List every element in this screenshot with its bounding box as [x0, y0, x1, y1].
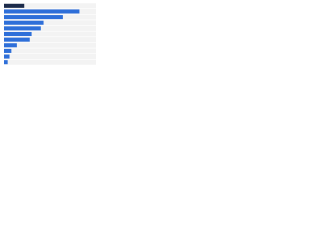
- bar: [4, 60, 8, 65]
- row-band: [4, 31, 96, 37]
- bar: [4, 54, 10, 59]
- bar: [4, 9, 80, 14]
- bar: [4, 31, 32, 37]
- row-band: [4, 37, 96, 43]
- row-band: [4, 3, 96, 9]
- row-band: [4, 20, 96, 26]
- bar: [4, 37, 30, 42]
- row-band: [4, 42, 96, 48]
- page: {"chart_data": {"type": "hbar", "values"…: [0, 0, 100, 71]
- chart: [4, 3, 96, 65]
- bar: [4, 48, 12, 53]
- row-band: [4, 25, 96, 31]
- bar: [4, 3, 25, 8]
- row-band: [4, 48, 96, 54]
- bar: [4, 43, 17, 48]
- bar: [4, 26, 41, 31]
- bar: [4, 20, 44, 25]
- row-band: [4, 59, 96, 65]
- bar: [4, 15, 63, 20]
- row-band: [4, 54, 96, 60]
